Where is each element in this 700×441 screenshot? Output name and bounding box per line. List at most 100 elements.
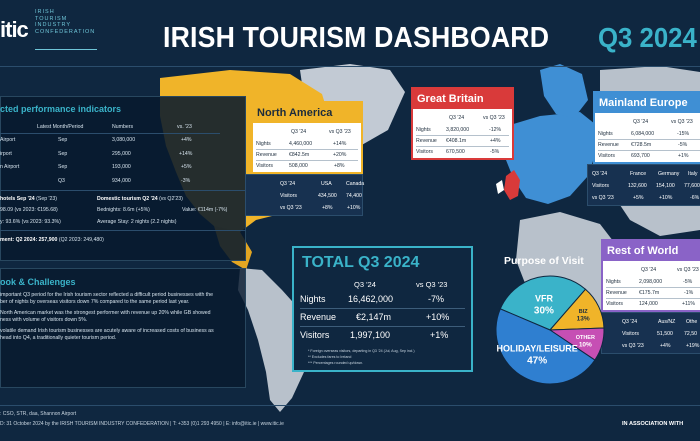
na-row-change: +14% bbox=[333, 141, 347, 147]
eu-row-change: +1% bbox=[678, 153, 689, 159]
eu-sub-ch3: -6% bbox=[690, 195, 700, 201]
association-label: IN ASSOCIATION WITH bbox=[622, 421, 684, 427]
eu-sub-col1: France bbox=[630, 171, 647, 177]
logo-line-4: CONFEDERATION bbox=[35, 28, 96, 35]
logo-line-3: INDUSTRY bbox=[35, 22, 72, 29]
total-row-label: Nights bbox=[300, 294, 326, 304]
eu-sub-v1: 132,600 bbox=[628, 183, 647, 189]
gb-row-label: Visitors bbox=[416, 149, 433, 155]
eu-sub-change-label: vs Q3 '23 bbox=[592, 195, 614, 201]
hotels-title-note: (Sep '23) bbox=[36, 196, 58, 202]
logo-text: IRISH TOURISM INDUSTRY CONFEDERATION bbox=[35, 9, 95, 35]
kpi-panel bbox=[0, 96, 246, 261]
na-sub-ch1: +8% bbox=[322, 205, 333, 211]
gb-row-value: 3,820,000 bbox=[446, 127, 470, 133]
eu-sub-ch1: +5% bbox=[633, 195, 644, 201]
row-row-value: 124,000 bbox=[639, 301, 658, 307]
kpi-row-period: Sep bbox=[58, 137, 68, 143]
na-col2: vs Q3 '23 bbox=[329, 129, 351, 135]
hotels-rate: 98.09 (vs 2023: €195.68) bbox=[0, 207, 58, 213]
pie-label-holiday-leisure: HOLIDAY/LEISURE bbox=[497, 344, 578, 354]
row-sub-col2: Othe bbox=[686, 319, 698, 325]
row-row-value: €175.7m bbox=[639, 290, 660, 296]
domestic-avg-stay: Average Stay: 2 nights (2.2 nights) bbox=[97, 219, 177, 225]
total-sep bbox=[300, 308, 465, 309]
row-row-change: +11% bbox=[682, 301, 696, 307]
na-row-value: 508,000 bbox=[289, 163, 308, 169]
eu-row-change: -15% bbox=[677, 131, 690, 137]
logo-line-2: TOURISM bbox=[35, 15, 68, 22]
na-sub-visitors-label: Visitors bbox=[280, 193, 297, 199]
gb-sep bbox=[416, 146, 509, 147]
total-note: * Foreign overseas visitors, departing i… bbox=[308, 349, 415, 353]
row-sub-ch1: +4% bbox=[660, 343, 671, 349]
total-card: TOTAL Q3 2024 Q3 '24 vs Q3 '23 Nights 16… bbox=[292, 246, 473, 372]
eu-sub-v2: 154,100 bbox=[656, 183, 675, 189]
logo-line-1: IRISH bbox=[35, 9, 55, 15]
rest-of-world-title: Rest of World bbox=[603, 241, 700, 261]
kpi-row-change: +4% bbox=[181, 137, 192, 143]
row-sub-visitors-label: Visitors bbox=[622, 331, 639, 337]
kpi-section-divider bbox=[0, 190, 246, 191]
footer-divider bbox=[0, 405, 700, 406]
eu-sub-ch2: +10% bbox=[659, 195, 673, 201]
hotels-occupancy-value: y: 93.6% bbox=[0, 219, 21, 225]
footer-publisher: D: 31 October 2024 by the IRISH TOURISM … bbox=[0, 421, 284, 427]
total-sep bbox=[300, 326, 465, 327]
domestic-title-note: (vs Q2'23) bbox=[159, 196, 183, 202]
total-row-change: +10% bbox=[426, 312, 450, 322]
kpi-row-change: +14% bbox=[179, 151, 193, 157]
outlook-line: North American market was the strongest … bbox=[0, 310, 211, 316]
na-sep bbox=[256, 160, 358, 161]
hotels-occupancy-note: (vs 2023: 93.3%) bbox=[21, 219, 61, 225]
total-title: TOTAL Q3 2024 bbox=[302, 254, 420, 271]
hotels-title: hotels Sep '24 (Sep '23) bbox=[0, 196, 57, 202]
gb-row-label: Nights bbox=[416, 127, 431, 133]
eu-row-label: Revenue bbox=[598, 142, 619, 148]
kpi-row-label: Airport bbox=[0, 137, 16, 143]
eu-sub-col3: Italy bbox=[688, 171, 698, 177]
total-row-value: 1,997,100 bbox=[350, 330, 391, 340]
kpi-heading: cted performance indicators bbox=[0, 104, 122, 114]
na-row-change: +8% bbox=[334, 163, 345, 169]
kpi-divider bbox=[0, 133, 220, 134]
row-row-change: -5% bbox=[683, 279, 693, 285]
eu-col2: vs Q3 '23 bbox=[671, 119, 693, 125]
pie-value-biz: 13% bbox=[577, 316, 590, 323]
total-row-value: €2,147m bbox=[356, 312, 392, 322]
north-america-title: North America bbox=[253, 103, 361, 123]
kpi-row-number: 295,000 bbox=[112, 151, 131, 157]
row-sub-v2: 72,50 bbox=[684, 331, 697, 337]
total-note: *** Percentages rounded up/down. bbox=[308, 361, 364, 365]
table-row: irport Sep 295,000 +14% bbox=[0, 151, 246, 161]
employment-note: (Q2 2023: 249,480) bbox=[58, 237, 104, 243]
na-row-value: €842.5m bbox=[289, 152, 310, 158]
na-row-label: Nights bbox=[256, 141, 271, 147]
hotels-occupancy: y: 93.6% (vs 2023: 93.3%) bbox=[0, 219, 61, 225]
na-sub-v1: 434,500 bbox=[318, 193, 337, 199]
gb-row-value: 670,500 bbox=[446, 149, 465, 155]
hotels-rate-note: (vs 2023: €195.68) bbox=[14, 207, 58, 213]
total-row-change: +1% bbox=[430, 330, 449, 340]
outlook-panel bbox=[0, 268, 246, 388]
kpi-col-change: vs. '23 bbox=[177, 124, 192, 130]
na-sub-col2: Canada bbox=[346, 181, 365, 187]
employment: ment: Q2 2024: 257,900 (Q2 2023: 249,480… bbox=[0, 237, 104, 243]
na-sep bbox=[256, 149, 358, 150]
great-britain-title: Great Britain bbox=[413, 89, 512, 109]
total-row-label: Revenue bbox=[300, 312, 337, 322]
north-america-card: North America Q3 '24 vs Q3 '23 Nights 4,… bbox=[251, 101, 363, 174]
mainland-europe-card: Mainland Europe Q3 '24 vs Q3 '23 Nights … bbox=[593, 91, 700, 164]
row-row-value: 2,098,000 bbox=[639, 279, 663, 285]
gb-col2: vs Q3 '23 bbox=[483, 115, 505, 121]
gb-row-change: -12% bbox=[489, 127, 502, 133]
pie-label-other: OTHER bbox=[576, 335, 595, 341]
page-title: IRISH TOURISM DASHBOARD bbox=[163, 22, 550, 54]
kpi-row-number: 3,080,000 bbox=[112, 137, 136, 143]
kpi-row-change: +5% bbox=[181, 164, 192, 170]
na-sub-change-label: vs Q3 '23 bbox=[280, 205, 302, 211]
row-sep bbox=[606, 298, 700, 299]
logo-underline bbox=[35, 49, 97, 50]
